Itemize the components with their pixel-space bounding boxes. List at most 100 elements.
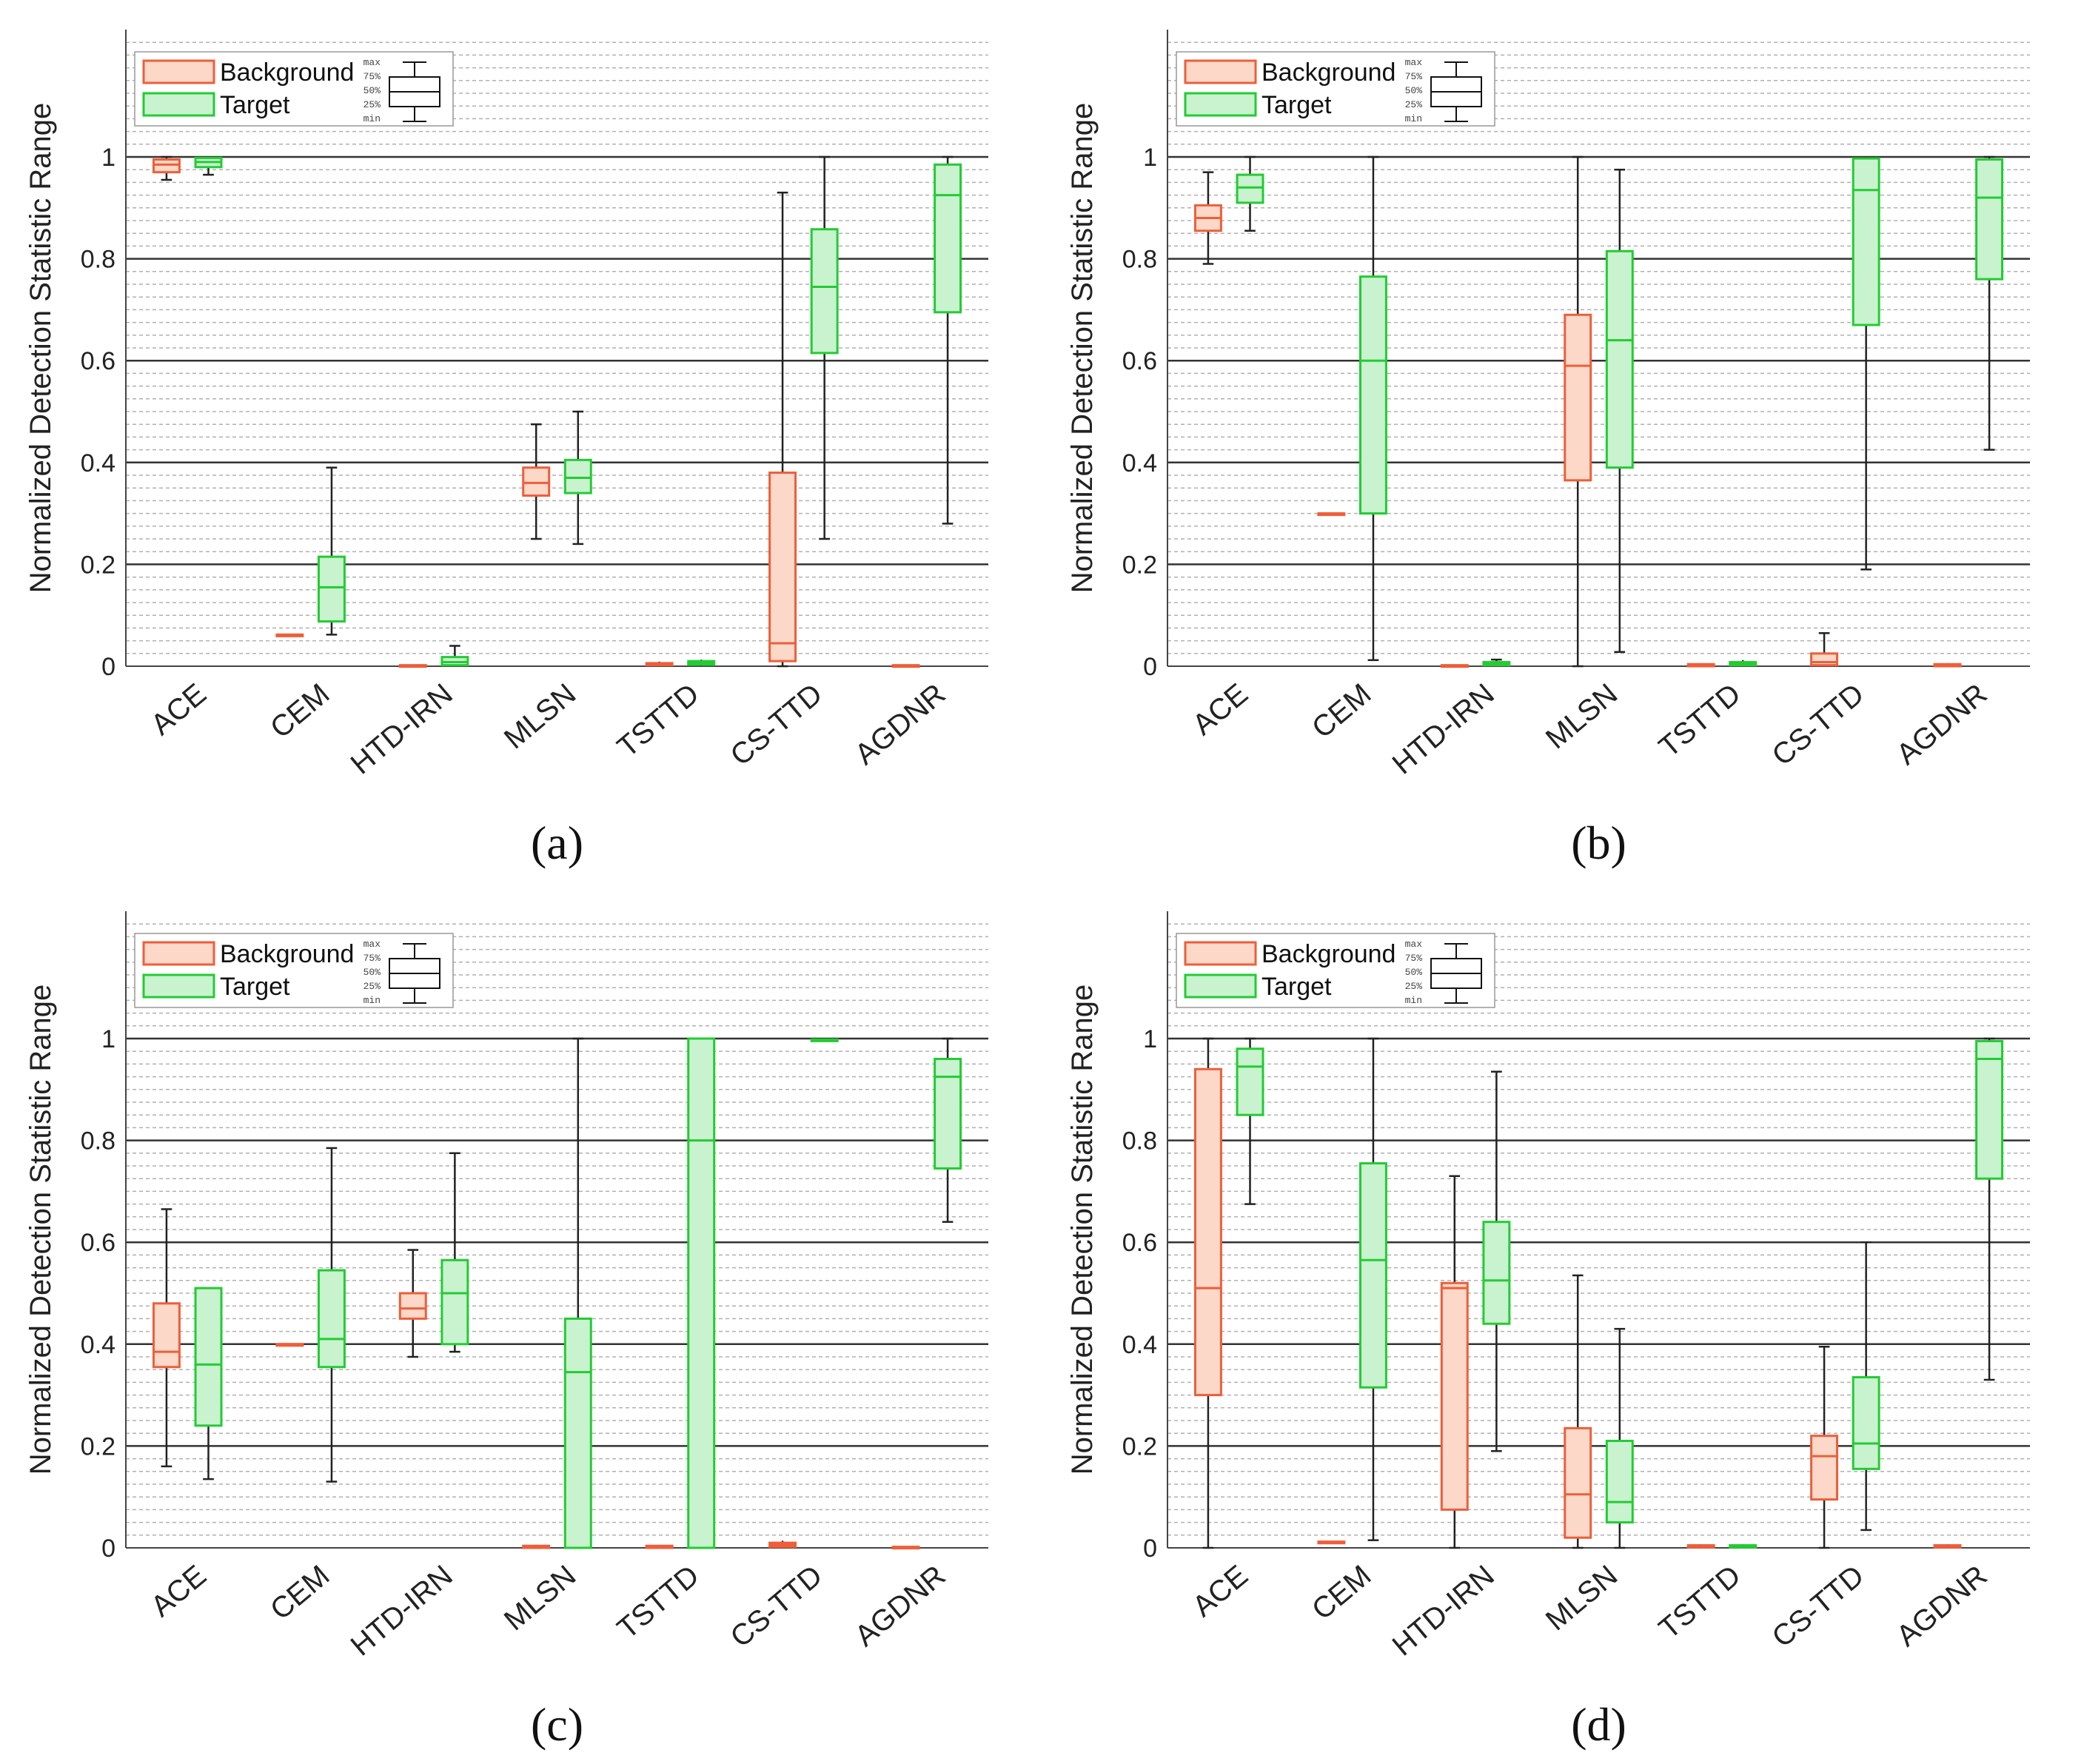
iqr-box <box>1975 1039 2004 1180</box>
legend-background-label: Background <box>220 940 354 968</box>
box-background-tsttd <box>645 1544 674 1549</box>
boxplot-chart-d: 0 0.2 0.4 0.6 0.8 1 ACE CEM HTD-IRN MLSN TSTTD CS-T… <box>1066 911 2030 1751</box>
box-target-tsttd <box>1729 660 1758 667</box>
x-tick-label: MLSN <box>498 677 582 755</box>
box-background-cem <box>275 633 304 637</box>
box-target-agdnr <box>1975 155 2004 451</box>
x-tick-label: AGDNR <box>1891 677 1994 771</box>
legend-key-label: 50% <box>363 85 381 96</box>
x-tick-label: TSTTD <box>1653 1559 1747 1646</box>
x-tick-label: AGDNR <box>849 677 952 771</box>
legend-target-swatch <box>142 973 215 999</box>
iqr-box <box>1810 1435 1839 1501</box>
legend-target-label: Target <box>1262 91 1332 119</box>
x-tick-label: HTD-IRN <box>1387 1559 1501 1662</box>
legend-background-swatch <box>1184 941 1257 966</box>
y-tick-label: 0.4 <box>81 449 115 477</box>
legend-key-label: min <box>363 995 381 1006</box>
iqr-box <box>1605 1440 1634 1524</box>
iqr-box <box>1236 173 1264 204</box>
iqr-box <box>1236 1047 1264 1116</box>
y-tick-label: 0 <box>101 1535 115 1563</box>
x-tick-label: HTD-IRN <box>1387 677 1501 780</box>
iqr-box <box>398 1292 427 1320</box>
legend-background-label: Background <box>1262 58 1396 87</box>
box-background-cs-ttd <box>1810 1345 1839 1549</box>
legend-target-swatch <box>1184 973 1257 999</box>
box-target-htd-irn <box>440 645 469 667</box>
y-tick-label: 1 <box>1143 144 1157 172</box>
y-tick-label: 0.8 <box>81 1127 115 1156</box>
x-tick-label: CEM <box>1306 1559 1377 1626</box>
y-axis-label: Normalized Detection Statistic Range <box>1066 103 1099 594</box>
y-tick-label: 0.6 <box>81 347 115 375</box>
box-target-ace <box>194 1287 223 1480</box>
y-tick-label: 0.2 <box>1122 1432 1157 1461</box>
iqr-box <box>317 1269 346 1369</box>
y-tick-label: 0.6 <box>1122 347 1157 375</box>
y-tick-label: 1 <box>101 144 115 172</box>
legend-key-label: max <box>1405 939 1423 950</box>
box-background-cs-ttd <box>768 191 797 668</box>
box-target-agdnr <box>934 155 962 525</box>
box-background-cem <box>1317 512 1346 517</box>
x-tick-label: CEM <box>264 1559 335 1626</box>
legend-key-label: 75% <box>1405 71 1423 82</box>
iqr-box <box>1810 652 1839 667</box>
panel-label: (b) <box>1571 816 1626 869</box>
box-target-cs-ttd <box>1852 157 1880 571</box>
x-tick-label: CEM <box>264 677 335 745</box>
box-target-cem <box>1358 1037 1387 1541</box>
y-tick-label: 0 <box>1143 653 1157 681</box>
y-tick-label: 0.4 <box>1122 449 1157 477</box>
box-background-mlsn <box>1564 155 1592 668</box>
x-tick-label: CS-TTD <box>1766 1559 1871 1654</box>
panel-b: 0 0.2 0.4 0.6 0.8 1 ACE CEM HTD-IRN MLSN TSTTD CS-T… <box>1042 0 2078 882</box>
y-tick-label: 0.4 <box>1122 1331 1157 1359</box>
box-target-tsttd <box>687 1037 716 1549</box>
x-tick-label: ACE <box>145 1559 212 1623</box>
box-background-htd-irn <box>1440 664 1469 668</box>
legend-target-swatch <box>1184 92 1257 117</box>
box-target-mlsn <box>563 1037 592 1549</box>
y-tick-label: 0.6 <box>1122 1229 1157 1257</box>
boxplot-chart-b: 0 0.2 0.4 0.6 0.8 1 ACE CEM HTD-IRN MLSN TSTTD CS-T… <box>1066 30 2030 869</box>
legend-key-label: 75% <box>1405 953 1423 964</box>
box-target-agdnr <box>934 1037 962 1223</box>
x-tick-label: AGDNR <box>1891 1559 1994 1653</box>
box-target-agdnr <box>1975 1037 2004 1381</box>
legend-background-swatch <box>142 941 215 966</box>
box-background-tsttd <box>645 661 674 667</box>
iqr-box <box>317 555 346 623</box>
iqr-box <box>1564 313 1592 482</box>
legend-target-label: Target <box>220 973 290 1001</box>
y-tick-label: 0 <box>101 653 115 681</box>
legend-target-label: Target <box>1262 973 1332 1001</box>
legend-target-label: Target <box>220 91 290 119</box>
y-axis-label: Normalized Detection Statistic Range <box>24 985 57 1475</box>
box-background-ace <box>1193 171 1222 265</box>
box-background-agdnr <box>1933 1544 1962 1549</box>
legend-target-swatch <box>142 92 215 117</box>
box-background-cs-ttd <box>1810 632 1839 667</box>
box-background-cem <box>1317 1540 1346 1545</box>
iqr-box <box>1975 158 2004 281</box>
box-target-ace <box>1236 155 1264 232</box>
legend-key-label: 50% <box>1405 85 1423 96</box>
box-target-cem <box>1358 155 1387 661</box>
box-background-mlsn <box>1564 1274 1592 1549</box>
x-tick-label: MLSN <box>1540 1559 1624 1637</box>
legend-background-swatch <box>142 59 215 84</box>
legend-key-label: min <box>1405 995 1422 1006</box>
box-target-htd-irn <box>1482 1070 1511 1452</box>
legend-key-label: 75% <box>363 71 381 82</box>
iqr-box <box>194 1287 223 1427</box>
legend-key-label: 25% <box>363 99 381 110</box>
box-background-agdnr <box>891 664 920 668</box>
box-background-ace <box>152 155 181 181</box>
box-target-ace <box>194 156 223 176</box>
legend: Background Target max 75% 50% 25% min <box>1176 51 1495 127</box>
box-target-mlsn <box>1605 168 1634 653</box>
y-tick-label: 1 <box>101 1025 115 1053</box>
box-background-ace <box>152 1208 181 1468</box>
